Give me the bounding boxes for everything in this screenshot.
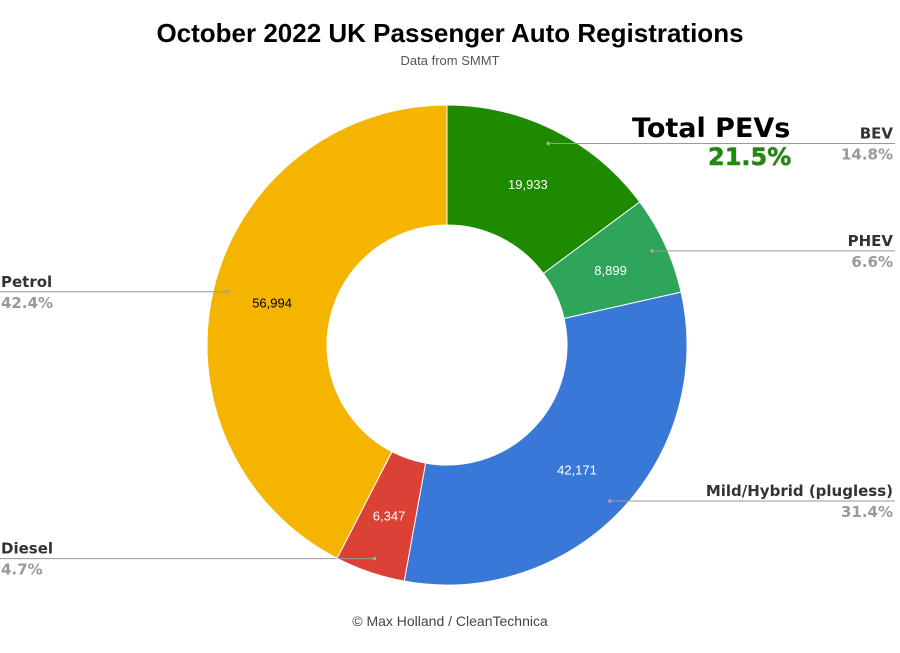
value-label-petrol: 56,994 xyxy=(252,296,292,311)
percent-label-mild-hybrid-plugless: 31.4% xyxy=(841,503,893,521)
category-label-petrol: Petrol xyxy=(1,273,52,291)
leader-dot-diesel xyxy=(372,556,377,561)
percent-label-phev: 6.6% xyxy=(851,253,893,271)
credit-text: © Max Holland / CleanTechnica xyxy=(352,613,548,629)
category-label-bev: BEV xyxy=(860,124,894,142)
percent-label-diesel: 4.7% xyxy=(1,561,43,579)
value-label-diesel: 6,347 xyxy=(373,508,406,523)
slice-petrol xyxy=(206,104,448,559)
category-label-diesel: Diesel xyxy=(1,540,53,558)
percent-label-bev: 14.8% xyxy=(841,145,893,163)
slice-mild-hybrid-plugless xyxy=(403,291,688,586)
chart-title: October 2022 UK Passenger Auto Registrat… xyxy=(156,18,744,48)
slice-bev xyxy=(446,104,641,275)
total-pevs-annotation-title: Total PEVs xyxy=(632,113,791,144)
value-label-bev: 19,933 xyxy=(508,177,548,192)
category-label-phev: PHEV xyxy=(848,232,894,250)
chart-subtitle: Data from SMMT xyxy=(400,53,500,68)
total-pevs-annotation-value: 21.5% xyxy=(708,143,792,171)
value-label-mild-hybrid-plugless: 42,171 xyxy=(557,463,597,478)
value-label-phev: 8,899 xyxy=(594,263,627,278)
category-label-mild-hybrid-plugless: Mild/Hybrid (plugless) xyxy=(706,482,893,500)
percent-label-petrol: 42.4% xyxy=(1,294,53,312)
